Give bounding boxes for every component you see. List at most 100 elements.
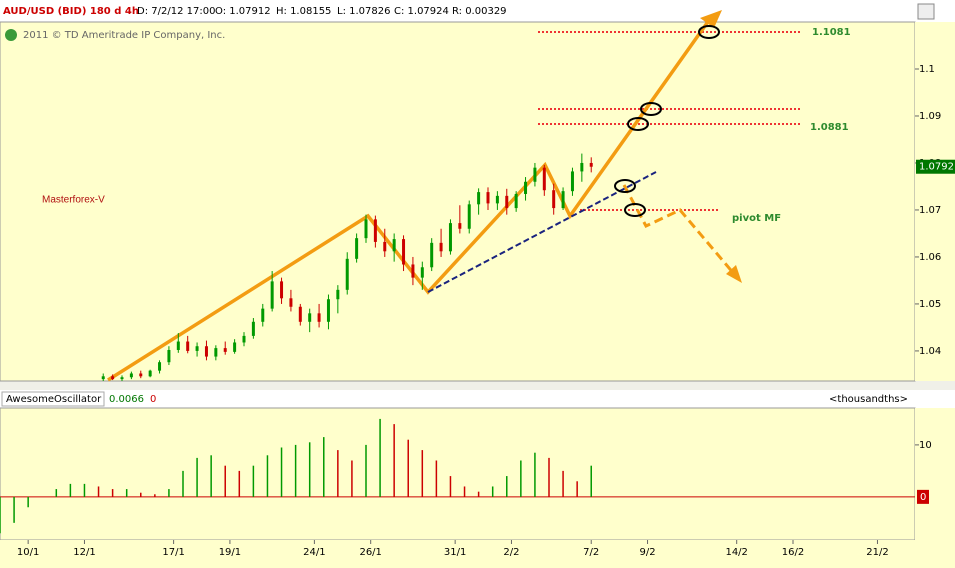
candle-body [467, 204, 471, 229]
osc-panel [0, 407, 916, 541]
price-panel [0, 21, 916, 382]
candle-body [477, 192, 481, 205]
candle-body [251, 321, 255, 336]
y-tick-label: 1.04 [919, 346, 941, 357]
candle-body [270, 281, 274, 309]
candle-body [392, 239, 396, 252]
drawings [107, 10, 800, 382]
x-axis-panel [0, 540, 955, 568]
osc-name-box [1, 391, 105, 407]
osc-zero: 0 [150, 394, 156, 405]
marker-ellipse [614, 179, 636, 193]
candle-body [158, 362, 162, 371]
y-tick-label: 1.06 [919, 252, 941, 263]
candle-body [204, 346, 208, 357]
candle-body [514, 193, 518, 209]
candle-body [186, 341, 190, 351]
candle-body [129, 373, 133, 378]
symbol: AUD/USD (BID) 180 d 4h [3, 6, 139, 17]
annotation: 1.1081 [812, 27, 851, 38]
candle-body [430, 242, 434, 268]
info-icon[interactable] [5, 29, 17, 41]
y-tick-label: 1.1 [919, 64, 935, 75]
annotation: pivot MF [732, 213, 781, 224]
info-close: C: 1.07924 [394, 6, 449, 17]
info-low: L: 1.07826 [337, 6, 390, 17]
price-axis-panel [915, 22, 955, 381]
trend-line [427, 171, 657, 293]
candle-body [233, 342, 237, 352]
candle-body [580, 162, 584, 172]
candle-body [439, 242, 443, 252]
candle-body [448, 223, 452, 252]
candle-body [261, 308, 265, 322]
candle-body [223, 348, 227, 352]
marker-ellipse [627, 117, 649, 131]
zero-label: 0 [920, 492, 926, 503]
x-tick-label: 21/2 [866, 547, 888, 558]
candle-body [326, 299, 330, 322]
osc-value: 0.0066 [109, 394, 144, 405]
candle-body [308, 313, 312, 322]
x-tick-label: 17/1 [162, 547, 184, 558]
candle-body [280, 281, 284, 299]
marker-ellipse [624, 203, 646, 217]
candle-body [458, 223, 462, 229]
y-tick-label: 10 [919, 440, 932, 451]
candle-body [289, 298, 293, 307]
x-tick-label: 9/2 [639, 547, 655, 558]
y-tick-label: 1.09 [919, 111, 941, 122]
candle-body [336, 289, 340, 300]
candle-body [402, 239, 406, 265]
candle-body [542, 167, 546, 191]
candle-body [411, 264, 415, 278]
x-tick-label: 16/2 [782, 547, 804, 558]
candle-body [111, 376, 115, 380]
arrow-head [700, 10, 722, 28]
candle-body [589, 162, 593, 167]
candle-body [214, 348, 218, 357]
candle-body [355, 238, 359, 259]
osc-axis-panel [915, 408, 955, 540]
info-high: H: 1.08155 [276, 6, 331, 17]
marker-ellipse [640, 102, 662, 116]
candle-body [505, 195, 509, 209]
candle-body [561, 191, 565, 209]
candle-body [101, 376, 105, 380]
candle-body [486, 192, 490, 204]
candle-body [524, 181, 528, 194]
candle-body [195, 346, 199, 351]
candle-body [345, 258, 349, 290]
x-tick-label: 7/2 [583, 547, 599, 558]
osc-name: AwesomeOscillator [6, 394, 102, 405]
candle-body [373, 219, 377, 242]
candle-body [495, 195, 499, 204]
x-tick-label: 12/1 [73, 547, 95, 558]
info-range: R: 0.00329 [452, 6, 507, 17]
info-date: D: 7/2/12 17:00 [137, 6, 215, 17]
candle-body [420, 267, 424, 278]
osc-header [0, 390, 955, 408]
candle-body [552, 190, 556, 209]
candle-body [176, 341, 180, 350]
marker-ellipse [698, 25, 720, 39]
candle-body [139, 373, 143, 377]
candle-body [167, 349, 171, 363]
candle-body [120, 377, 124, 380]
candle-body [364, 219, 368, 239]
wave-line [107, 14, 714, 382]
arrow-head [726, 265, 742, 283]
candle-body [242, 335, 246, 343]
x-tick-label: 24/1 [303, 547, 325, 558]
x-tick-label: 26/1 [359, 547, 381, 558]
window-button[interactable] [917, 3, 935, 20]
copyright: 2011 © TD Ameritrade IP Company, Inc. [23, 30, 225, 41]
candle-body [533, 167, 537, 182]
x-tick-label: 31/1 [444, 547, 466, 558]
y-tick-label: 1.07 [919, 205, 941, 216]
alt-path [622, 184, 737, 276]
x-tick-label: 14/2 [725, 547, 747, 558]
y-tick-label: 1.05 [919, 299, 941, 310]
last-price-label: 1.0792 [919, 162, 954, 173]
